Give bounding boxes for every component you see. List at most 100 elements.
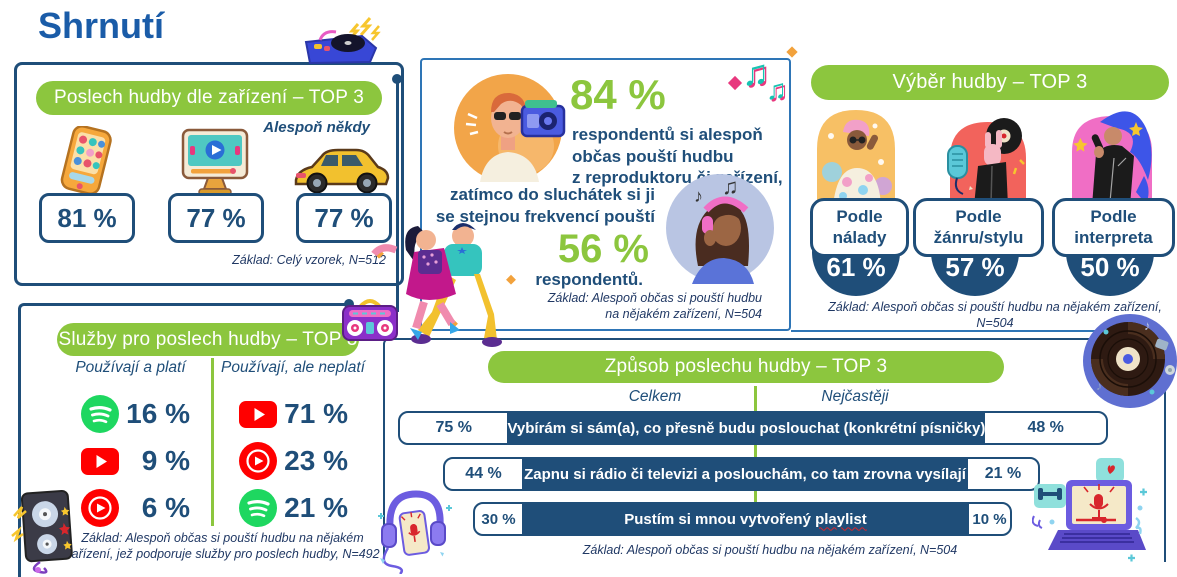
bar-total-value: 30 % <box>475 504 522 534</box>
speaker-illustration <box>11 489 73 574</box>
footnote-line: zařízení, jež podporuje služby pro posle… <box>65 546 380 561</box>
bar-most-value: 48 % <box>985 413 1106 443</box>
speaker-vs-headphones-box <box>420 58 791 331</box>
service-value: 23 % <box>284 445 348 476</box>
services-box-header: Služby pro poslech hudby – TOP 3 <box>57 323 359 356</box>
vinyl-record-illustration: ♪ ♪ <box>1083 314 1177 408</box>
col-total-header: Celkem <box>628 388 682 405</box>
footnote-line: na nějakém zařízení, N=504 <box>605 306 762 321</box>
monitor-icon <box>181 128 249 196</box>
bar-label-text: Pustím si mnou vytvořený <box>624 510 816 528</box>
section-divider-line <box>791 330 1162 332</box>
choice-card-label: Podle <box>1090 207 1137 227</box>
listening-bar-row-2: 44 % Zapnu si rádio či televizi a poslou… <box>443 457 1040 491</box>
devices-box-subtitle: Alespoň někdy <box>263 119 370 136</box>
youtube-icon <box>81 448 119 475</box>
choice-percent-value: 57 % <box>945 252 1005 282</box>
services-divider <box>211 358 214 526</box>
choice-card-artist: Podle interpreta <box>1052 198 1175 257</box>
stat-headphones-value: 56 % <box>557 227 649 271</box>
listening-mode-footnote: Základ: Alespoň občas si pouští hudbu na… <box>582 543 958 557</box>
stat-headphones-suffix: respondentů. <box>535 270 643 289</box>
service-value: 71 % <box>284 398 348 429</box>
svg-text:♪: ♪ <box>694 186 703 206</box>
music-choice-footnote: Základ: Alespoň občas si pouští hudbu na… <box>828 300 1162 330</box>
speaker-box-footnote: Základ: Alespoň občas si pouští hudbu na… <box>470 291 762 322</box>
bar-most-value: 21 % <box>968 459 1038 489</box>
stat-headphones-line1: zatímco do sluchátek si ji <box>449 185 655 204</box>
radio-man-illustration <box>454 74 566 182</box>
services-col-paid: Používají a platí <box>75 359 186 376</box>
services-col-free: Používají, ale neplatí <box>221 359 365 376</box>
service-row: 6 % <box>80 488 190 528</box>
footnote-line: Základ: Alespoň občas si pouští hudbu na… <box>81 531 364 545</box>
bar-total-value: 44 % <box>445 459 522 489</box>
music-choice-header: Výběr hudby – TOP 3 <box>811 65 1169 100</box>
dancing-couple-illustration <box>371 223 516 347</box>
choice-percent-value: 61 % <box>826 252 886 282</box>
stat-headphones-text: zatímco do sluchátek si ji se stejnou fr… <box>430 184 655 291</box>
svg-text:♪: ♪ <box>1144 318 1151 333</box>
headphones-phone-illustration <box>378 490 452 574</box>
service-row: 9 % <box>80 441 190 481</box>
choice-percent-value: 50 % <box>1080 252 1140 282</box>
choice-card-mood: Podle nálady <box>810 198 909 257</box>
turntable-icon <box>304 17 381 65</box>
connector-dot <box>392 74 402 84</box>
choice-card-label: Podle <box>836 207 883 227</box>
choice-card-genre: Podle žánru/stylu <box>913 198 1044 257</box>
devices-box-header: Poslech hudby dle zařízení – TOP 3 <box>36 81 382 115</box>
choice-card-label: Podle <box>955 207 1002 227</box>
bar-label-playlist: playlist <box>815 510 867 528</box>
bar-label: Zapnu si rádio či televizi a poslouchám,… <box>524 465 966 483</box>
device-percent-car: 77 % <box>296 193 392 243</box>
laptop-podcast-illustration <box>1032 458 1147 562</box>
spotify-icon <box>81 395 119 433</box>
page-title: Shrnutí <box>38 5 164 46</box>
device-percent-monitor: 77 % <box>168 193 264 243</box>
artist-illustration <box>1072 111 1152 206</box>
headphones-woman-illustration: ♪ ♫ <box>666 174 774 284</box>
boombox-icon <box>342 299 398 341</box>
bar-total-value: 75 % <box>400 413 508 443</box>
youtube-music-icon <box>81 489 119 527</box>
choice-card-label: interpreta <box>1074 227 1153 247</box>
services-box-dot <box>344 299 354 309</box>
services-box <box>18 303 352 577</box>
devices-box <box>14 62 404 286</box>
stat-headphones-line2: se stejnou frekvencí pouští <box>435 206 655 226</box>
connector-line <box>396 82 399 312</box>
devices-box-footnote: Základ: Celý vzorek, N=512 <box>232 253 386 267</box>
footnote-line: Základ: Alespoň občas si pouští hudbu <box>547 291 762 305</box>
bar-label: Pustím si mnou vytvořený playlist <box>522 504 969 534</box>
service-value: 9 % <box>141 445 190 476</box>
device-percent-phone: 81 % <box>39 193 135 243</box>
svg-text:♪: ♪ <box>1096 379 1102 393</box>
service-row: 23 % <box>238 441 348 481</box>
phone-icon <box>60 126 112 196</box>
youtube-icon <box>239 401 277 428</box>
col-most-header: Nejčastěji <box>821 388 889 405</box>
service-row: 16 % <box>80 394 190 434</box>
stat-speaker-value: 84 % <box>570 71 666 118</box>
listening-mode-box <box>383 338 1166 562</box>
service-row: 21 % <box>238 488 348 528</box>
youtube-music-icon <box>239 442 277 480</box>
service-value: 6 % <box>141 492 190 523</box>
services-box-footnote: Základ: Alespoň občas si pouští hudbu na… <box>60 531 385 562</box>
service-value: 21 % <box>284 492 348 523</box>
bar-most-value: 10 % <box>969 504 1010 534</box>
service-value: 16 % <box>126 398 190 429</box>
stat-speaker-line1: respondentů si alespoň <box>572 125 763 144</box>
listening-mode-header: Způsob poslechu hudby – TOP 3 <box>488 351 1004 383</box>
service-row: 71 % <box>238 394 348 434</box>
spotify-icon <box>239 489 277 527</box>
listening-mode-divider <box>754 386 757 522</box>
listening-bar-row-3: 30 % Pustím si mnou vytvořený playlist 1… <box>473 502 1012 536</box>
listening-bar-row-1: 75 % Vybírám si sám(a), co přesně budu p… <box>398 411 1108 445</box>
choice-card-label: nálady <box>832 227 887 247</box>
mood-illustration <box>817 110 895 206</box>
bar-label: Vybírám si sám(a), co přesně budu poslou… <box>507 419 986 437</box>
genre-illustration <box>947 118 1026 206</box>
car-icon <box>294 148 390 194</box>
